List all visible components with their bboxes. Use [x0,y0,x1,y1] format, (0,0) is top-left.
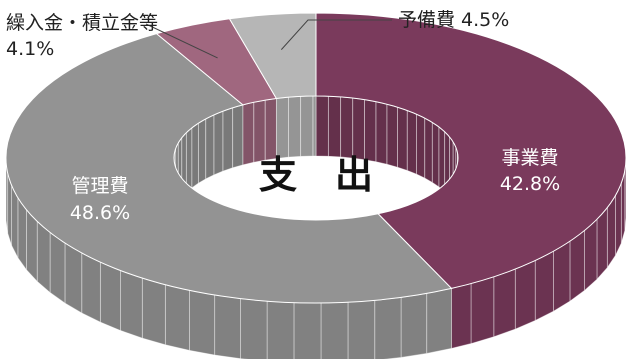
outer-wall-strip [320,301,349,359]
outer-wall-strip [347,299,376,359]
outer-wall-strip [451,283,472,349]
outer-wall-strip [266,300,295,359]
slice-label-value: 48.6% [70,202,130,224]
inner-wall-strip [438,126,446,193]
inner-wall-strip [275,96,289,159]
inner-wall-strip [242,101,255,166]
outer-wall-strip [164,284,190,351]
inner-wall-strip [300,95,314,157]
inner-wall-strip [340,96,354,159]
leader-line-reserve [280,19,392,50]
slice-label-name-value: 予備費 4.5% [398,9,509,31]
slice-1 [5,33,453,304]
outer-wall-strip [240,298,268,359]
inner-wall-strip [424,117,433,184]
inner-wall-strip [386,103,398,168]
slice-label-value: 4.1% [6,38,54,60]
leader-lines-group [145,19,392,59]
inner-wall-strip [205,114,215,180]
outer-wall-strip [141,277,166,346]
outer-wall-strip [553,240,571,312]
inner-wall-strip [264,97,277,161]
slice-label-value: 42.8% [500,173,560,195]
inner-wall-strip [352,97,365,161]
inner-wall-strip [431,121,440,188]
inner-wall-strip [327,95,342,158]
inner-wall-strip [213,110,224,176]
outer-wall-strip [189,289,216,356]
outer-wall-strip [36,220,51,294]
outer-wall-strip [374,296,402,359]
inner-wall-strip [315,95,329,157]
center-label: 支 出 [259,153,373,197]
outer-wall-strip [400,292,428,358]
inner-wall-strip [191,122,199,189]
slice-label-name: 管理費 [71,175,128,197]
inner-wall-strip [406,109,417,175]
outer-wall-strip [64,242,83,314]
outer-wall-strip [120,269,143,339]
outer-wall-strip [99,261,121,332]
inner-wall-strip [312,95,317,157]
inner-wall-strip [288,95,302,158]
inner-wall-strip [397,106,408,172]
outer-wall-strip [293,302,322,359]
inner-wall-strip [197,118,207,184]
outer-wall-strip [514,259,536,330]
inner-wall-strip [222,107,234,172]
outer-wall-strip [470,276,495,345]
outer-wall-strip [214,294,241,359]
inner-wall-strip [232,104,244,169]
outer-wall-strip [534,250,554,322]
outer-wall-strip [49,231,66,304]
labels-group: 事業費 42.8% 管理費 48.6% 繰入金・積立金等 4.1% 予備費 4.5% 支 出 [6,9,560,224]
outer-wall-strip [81,252,101,323]
outer-wall-strip [584,218,598,292]
donut-top-group [5,12,627,304]
slice-label-name: 繰入金・積立金等 [6,12,158,34]
outer-wall-strip [493,268,516,338]
inner-wall-strip [375,101,388,165]
outer-wall-strip [426,287,452,354]
slice-3 [228,12,317,99]
slice-0 [315,12,627,289]
inner-wall-strip [416,113,426,179]
outer-wall-strip [569,229,585,302]
slice-label-name: 事業費 [501,147,558,169]
leader-line-transfer [145,23,218,59]
inner-wall-strip [185,126,193,194]
